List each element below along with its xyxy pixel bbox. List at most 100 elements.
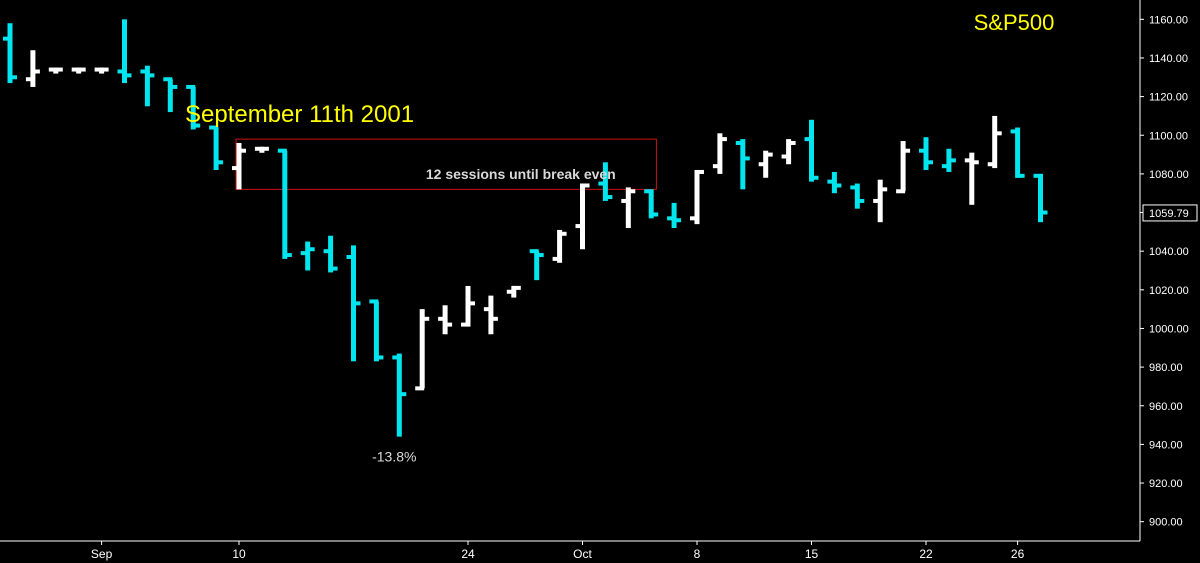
bar-open-tick — [758, 162, 768, 167]
x-tick-label: Sep — [91, 547, 113, 561]
bar-range — [992, 115, 998, 169]
bar-open-tick — [690, 216, 699, 221]
break-even-box — [235, 138, 657, 190]
ohlc-bar — [712, 133, 727, 174]
bar-close-tick — [969, 160, 979, 165]
bar-range — [580, 183, 585, 250]
bar-close-tick — [557, 231, 567, 236]
bar-open-tick — [415, 386, 425, 391]
ohlc-bar — [438, 305, 453, 335]
bar-range — [167, 79, 173, 113]
bar-range — [328, 235, 334, 273]
bar-close-tick — [328, 266, 338, 271]
bar-close-tick — [855, 198, 865, 203]
x-tick-label: Oct — [573, 547, 592, 561]
y-tick-label: 1000.00 — [1149, 323, 1189, 335]
y-axis: 1160.001140.001120.001100.001080.001060.… — [1139, 0, 1189, 541]
bar-range — [717, 133, 723, 174]
bar-open-tick — [392, 355, 402, 360]
x-axis: Sep 10 24 Oct 8 15 22 26 — [0, 540, 1140, 561]
y-tick-label: 1120.00 — [1149, 92, 1188, 104]
bar-open-tick — [186, 84, 196, 89]
bar-open-tick — [804, 137, 814, 142]
bar-open-tick — [346, 254, 356, 259]
ohlc-bar — [506, 285, 521, 298]
bar-open-tick — [1033, 173, 1043, 178]
bar-open-tick — [644, 189, 654, 194]
y-tick-label: 1140.00 — [1149, 53, 1188, 65]
y-tick-label: 1160.00 — [1149, 14, 1188, 26]
ohlc-bar — [987, 115, 1002, 169]
bar-open-tick — [48, 67, 58, 72]
ohlc-bar — [781, 139, 796, 165]
ohlc-bar — [552, 229, 567, 263]
bar-range — [373, 301, 379, 362]
ohlc-bar — [667, 202, 682, 228]
bar-close-tick — [946, 158, 956, 163]
ohlc-bar — [964, 152, 979, 205]
y-tick-label: 1080.00 — [1149, 169, 1189, 181]
bar-open-tick — [323, 249, 333, 254]
bar-open-tick — [140, 69, 150, 74]
bar-close-tick — [76, 67, 86, 72]
bar-close-tick — [145, 73, 155, 78]
ohlc-bar — [140, 65, 155, 107]
bar-close-tick — [259, 146, 269, 151]
bar-open-tick — [850, 185, 860, 190]
ohlc-bar — [896, 141, 911, 194]
bar-open-tick — [232, 166, 241, 171]
bar-open-tick — [598, 181, 608, 186]
bar-close-tick — [878, 187, 888, 192]
ohlc-bar — [850, 183, 865, 209]
bar-range — [465, 285, 471, 327]
bar-close-tick — [99, 67, 109, 72]
bar-range — [625, 187, 631, 228]
y-tick-label: 960.00 — [1149, 401, 1183, 413]
last-price-marker: 1059.79 — [1142, 204, 1198, 222]
y-tick-label: 1020.00 — [1149, 285, 1189, 297]
bar-close-tick — [1038, 210, 1048, 215]
drop-percentage-label: -13.8% — [372, 449, 416, 465]
chart-title: S&P500 — [974, 10, 1055, 35]
bar-range — [190, 86, 196, 130]
ohlc-bar — [621, 187, 636, 228]
bar-range — [1015, 127, 1021, 178]
bar-close-tick — [1015, 173, 1025, 178]
bar-close-tick — [397, 392, 407, 397]
ohlc-bar — [598, 162, 613, 201]
ohlc-bar — [209, 125, 224, 171]
x-tick-label: 15 — [805, 547, 819, 561]
bar-open-tick — [987, 162, 997, 167]
ohlc-bar — [346, 245, 361, 362]
bar-close-tick — [488, 316, 498, 321]
bar-range — [144, 65, 150, 107]
bar-close-tick — [420, 316, 430, 321]
ohlc-bar — [415, 309, 430, 391]
y-tick-label: 980.00 — [1149, 362, 1183, 374]
bar-open-tick — [254, 146, 264, 151]
bar-open-tick — [300, 251, 310, 256]
bar-open-tick — [827, 179, 837, 184]
bar-range — [900, 141, 906, 192]
bar-close-tick — [122, 73, 132, 78]
bar-open-tick — [781, 154, 791, 159]
ohlc-bar — [277, 148, 292, 259]
bar-open-tick — [117, 69, 127, 74]
x-tick-label: 10 — [232, 547, 246, 561]
bar-close-tick — [237, 148, 246, 153]
bar-close-tick — [901, 148, 911, 153]
x-tick-label: 24 — [461, 547, 475, 561]
bar-close-tick — [374, 355, 384, 360]
bar-close-tick — [717, 137, 727, 142]
bar-close-tick — [534, 253, 544, 258]
bar-close-tick — [443, 322, 453, 327]
event-label: September 11th 2001 — [185, 101, 414, 128]
ohlc-bar — [827, 171, 842, 194]
ohlc-bar — [163, 77, 178, 113]
bar-range — [740, 139, 746, 190]
bar-close-tick — [672, 218, 682, 223]
bar-close-tick — [695, 169, 704, 174]
bar-range — [305, 241, 311, 271]
bar-open-tick — [919, 148, 928, 153]
bar-open-tick — [277, 148, 287, 153]
